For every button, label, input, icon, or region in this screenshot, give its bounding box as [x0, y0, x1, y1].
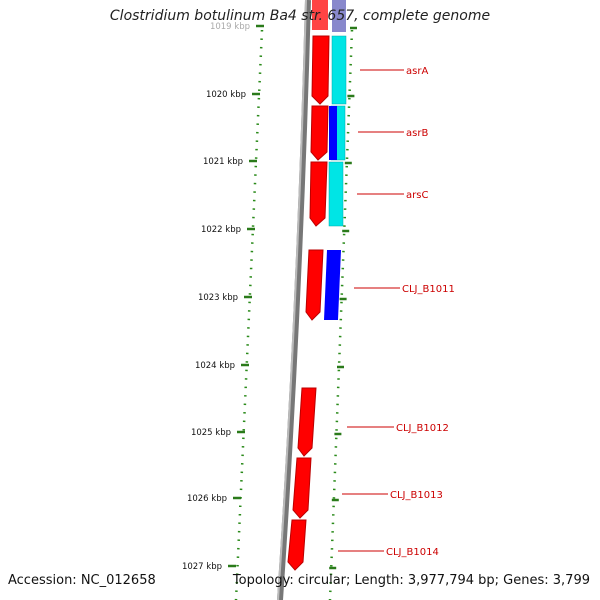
- gene-label: CLJ_B1012: [396, 423, 449, 434]
- cog-block-asrB-blue: [329, 106, 337, 160]
- cds-arrow-CLJ_B1011: [305, 249, 324, 321]
- tick-label: 1020 kbp: [206, 90, 246, 100]
- tick-label: 1019 kbp: [210, 22, 250, 32]
- gene-label: CLJ_B1013: [390, 490, 443, 501]
- tick-label: 1025 kbp: [191, 428, 231, 438]
- accession-text: Accession: NC_012658: [8, 573, 156, 588]
- tick-label: 1021 kbp: [203, 157, 243, 167]
- top-feature-band: [332, 0, 346, 32]
- gene-label: arsC: [406, 190, 428, 201]
- scale-ticks: 1019 kbp 1020 kbp 1021 kbp 1022 kbp 1023 kbp…: [182, 22, 357, 572]
- gene-label: asrA: [406, 66, 428, 77]
- cds-arrow-CLJ_B1014: [287, 519, 307, 571]
- gene-label: asrB: [406, 128, 428, 139]
- cds-arrow-asrB: [310, 105, 329, 161]
- genome-backbone: [277, 0, 311, 600]
- cds-arrow-asrA: [311, 35, 330, 105]
- tick-label: 1027 kbp: [182, 562, 222, 572]
- gene-label: CLJ_B1014: [386, 547, 439, 558]
- cog-block-CLJ_B1011: [324, 250, 341, 320]
- gene-labels: asrA asrB arsC CLJ_B1011 CLJ_B1012 CLJ_B1013 C…: [338, 66, 455, 558]
- tick-label: 1024 kbp: [195, 361, 235, 371]
- cds-arrow-CLJ_B1012: [297, 387, 317, 457]
- tick-label: 1023 kbp: [198, 293, 238, 303]
- gene-label: CLJ_B1011: [402, 284, 455, 295]
- tick-label: 1022 kbp: [201, 225, 241, 235]
- cds-arrow-arsC: [309, 161, 328, 227]
- cog-block-asrA: [331, 35, 347, 105]
- cds-arrow-CLJ_B1013: [292, 457, 312, 519]
- inner-dotted-ruler: [234, 29, 264, 600]
- genome-stats-text: Topology: circular; Length: 3,977,794 bp…: [232, 573, 590, 588]
- cog-block-arsC: [328, 161, 344, 227]
- cds-track: [287, 35, 330, 571]
- tick-label: 1026 kbp: [187, 494, 227, 504]
- genome-backbone-highlight: [277, 0, 307, 600]
- cog-track: [324, 35, 347, 320]
- map-title: Clostridium botulinum Ba4 str. 657, comp…: [109, 8, 491, 24]
